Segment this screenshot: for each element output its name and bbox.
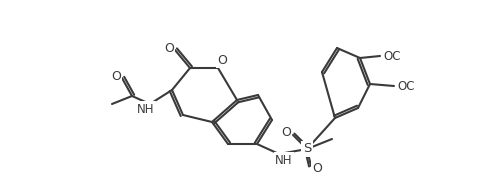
Text: OC: OC <box>383 49 401 62</box>
Text: O: O <box>281 126 291 139</box>
Text: O: O <box>111 70 121 83</box>
Text: NH: NH <box>275 153 293 166</box>
Text: O: O <box>217 54 227 67</box>
Text: S: S <box>303 142 311 155</box>
Text: NH: NH <box>137 102 155 116</box>
Text: O: O <box>312 163 322 176</box>
Text: OC: OC <box>397 79 415 92</box>
Text: O: O <box>164 41 174 54</box>
